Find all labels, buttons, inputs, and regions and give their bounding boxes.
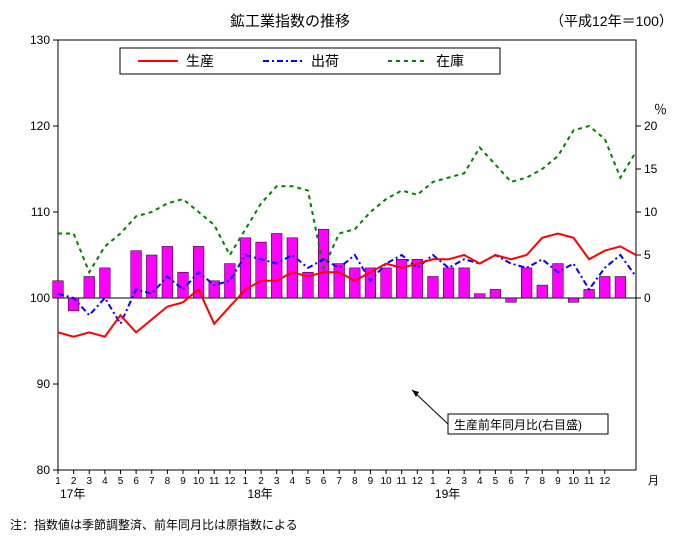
- svg-text:5: 5: [305, 476, 311, 487]
- svg-text:9: 9: [555, 476, 561, 487]
- svg-text:6: 6: [508, 476, 514, 487]
- svg-text:7: 7: [524, 476, 530, 487]
- svg-text:7: 7: [336, 476, 342, 487]
- svg-text:10: 10: [380, 476, 392, 487]
- svg-text:12: 12: [599, 476, 611, 487]
- svg-text:120: 120: [30, 119, 50, 133]
- svg-text:2: 2: [258, 476, 264, 487]
- svg-text:100: 100: [30, 291, 50, 305]
- svg-text:4: 4: [102, 476, 108, 487]
- svg-text:生産前年同月比(右目盛): 生産前年同月比(右目盛): [454, 417, 582, 432]
- svg-text:3: 3: [86, 476, 92, 487]
- svg-text:出荷: 出荷: [311, 53, 339, 69]
- svg-text:11: 11: [209, 476, 220, 487]
- svg-text:7: 7: [149, 476, 155, 487]
- svg-text:19年: 19年: [435, 487, 460, 501]
- svg-text:20: 20: [644, 119, 658, 133]
- chart-footnote: 注：指数値は季節調整済、前年同月比は原指数による: [10, 516, 686, 533]
- svg-text:10: 10: [193, 476, 205, 487]
- svg-text:15: 15: [644, 162, 658, 176]
- svg-text:9: 9: [368, 476, 374, 487]
- svg-text:10: 10: [568, 476, 580, 487]
- svg-text:3: 3: [274, 476, 280, 487]
- svg-text:17年: 17年: [60, 487, 85, 501]
- svg-text:10: 10: [644, 205, 658, 219]
- svg-text:2: 2: [71, 476, 77, 487]
- svg-text:2: 2: [446, 476, 452, 487]
- svg-text:鉱工業指数の推移: 鉱工業指数の推移: [230, 12, 350, 30]
- svg-text:130: 130: [30, 33, 50, 47]
- svg-text:8: 8: [165, 476, 171, 487]
- svg-text:1: 1: [55, 476, 61, 487]
- svg-text:8: 8: [352, 476, 358, 487]
- svg-text:月: 月: [648, 475, 659, 487]
- chart-svg: 鉱工業指数の推移（平成12年＝100）809010011012013005101…: [10, 10, 686, 510]
- svg-text:11: 11: [584, 476, 595, 487]
- svg-text:5: 5: [644, 248, 651, 262]
- svg-text:生産: 生産: [186, 53, 214, 69]
- svg-text:8: 8: [539, 476, 545, 487]
- svg-text:80: 80: [37, 463, 51, 477]
- svg-text:1: 1: [243, 476, 249, 487]
- svg-text:12: 12: [224, 476, 236, 487]
- svg-text:12: 12: [412, 476, 424, 487]
- svg-text:110: 110: [31, 205, 50, 219]
- chart-container: 鉱工業指数の推移（平成12年＝100）809010011012013005101…: [10, 10, 686, 510]
- svg-text:18年: 18年: [247, 487, 272, 501]
- svg-text:6: 6: [133, 476, 139, 487]
- svg-text:1: 1: [430, 476, 436, 487]
- svg-text:（平成12年＝100）: （平成12年＝100）: [550, 13, 673, 29]
- svg-text:6: 6: [321, 476, 327, 487]
- svg-text:在庫: 在庫: [436, 53, 464, 69]
- svg-text:5: 5: [118, 476, 124, 487]
- svg-text:0: 0: [644, 291, 651, 305]
- svg-text:5: 5: [493, 476, 499, 487]
- svg-text:％: ％: [654, 102, 667, 117]
- svg-text:11: 11: [396, 476, 407, 487]
- svg-text:4: 4: [290, 476, 296, 487]
- svg-text:3: 3: [461, 476, 467, 487]
- svg-text:4: 4: [477, 476, 483, 487]
- svg-text:9: 9: [180, 476, 186, 487]
- svg-text:90: 90: [37, 377, 51, 391]
